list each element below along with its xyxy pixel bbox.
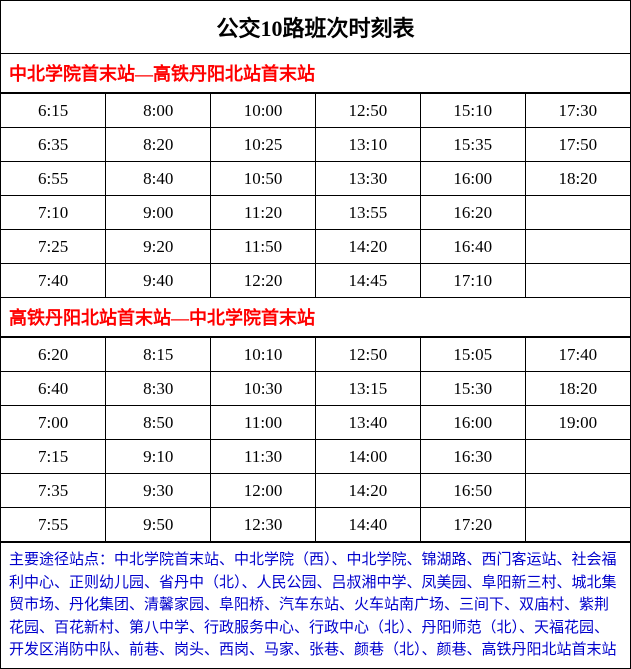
time-cell: 14:45: [315, 264, 420, 298]
direction-header-2: 高铁丹阳北站首末站—中北学院首末站: [1, 298, 630, 337]
table-row: 6:358:2010:2513:1015:3517:50: [1, 128, 630, 162]
time-cell: 17:30: [525, 94, 630, 128]
time-cell: 8:40: [106, 162, 211, 196]
time-cell: 12:00: [211, 474, 316, 508]
time-cell: 7:55: [1, 508, 106, 542]
page-title: 公交10路班次时刻表: [1, 1, 630, 54]
time-cell: 10:25: [211, 128, 316, 162]
time-cell: 16:20: [420, 196, 525, 230]
time-cell: 9:20: [106, 230, 211, 264]
time-cell: 6:55: [1, 162, 106, 196]
table-row: 6:408:3010:3013:1515:3018:20: [1, 372, 630, 406]
time-cell: 11:00: [211, 406, 316, 440]
time-cell: 14:40: [315, 508, 420, 542]
time-cell: 9:10: [106, 440, 211, 474]
timetable-2: 6:208:1510:1012:5015:0517:406:408:3010:3…: [1, 337, 630, 542]
time-cell: 16:40: [420, 230, 525, 264]
time-cell: 15:30: [420, 372, 525, 406]
timetable-1: 6:158:0010:0012:5015:1017:306:358:2010:2…: [1, 93, 630, 298]
table-row: 7:259:2011:5014:2016:40: [1, 230, 630, 264]
time-cell: 17:50: [525, 128, 630, 162]
table-row: 7:559:5012:3014:4017:20: [1, 508, 630, 542]
time-cell: 6:35: [1, 128, 106, 162]
time-cell: [525, 474, 630, 508]
time-cell: 14:20: [315, 474, 420, 508]
time-cell: [525, 196, 630, 230]
time-cell: 11:30: [211, 440, 316, 474]
time-cell: 9:40: [106, 264, 211, 298]
time-cell: 11:50: [211, 230, 316, 264]
table-row: 6:558:4010:5013:3016:0018:20: [1, 162, 630, 196]
time-cell: 15:10: [420, 94, 525, 128]
time-cell: [525, 508, 630, 542]
time-cell: [525, 230, 630, 264]
time-cell: 17:20: [420, 508, 525, 542]
time-cell: 10:10: [211, 338, 316, 372]
table-row: 7:109:0011:2013:5516:20: [1, 196, 630, 230]
time-cell: 13:55: [315, 196, 420, 230]
route-notes: 主要途径站点：中北学院首末站、中北学院（西）、中北学院、锦湖路、西门客运站、社会…: [1, 542, 630, 668]
time-cell: 10:50: [211, 162, 316, 196]
time-cell: 13:15: [315, 372, 420, 406]
time-cell: 8:00: [106, 94, 211, 128]
time-cell: 8:50: [106, 406, 211, 440]
time-cell: [525, 264, 630, 298]
time-cell: 10:30: [211, 372, 316, 406]
table-row: 6:158:0010:0012:5015:1017:30: [1, 94, 630, 128]
time-cell: 10:00: [211, 94, 316, 128]
time-cell: 7:25: [1, 230, 106, 264]
time-cell: 7:35: [1, 474, 106, 508]
time-cell: 16:00: [420, 406, 525, 440]
table-row: 7:159:1011:3014:0016:30: [1, 440, 630, 474]
time-cell: [525, 440, 630, 474]
time-cell: 7:00: [1, 406, 106, 440]
time-cell: 12:50: [315, 338, 420, 372]
table-row: 7:409:4012:2014:4517:10: [1, 264, 630, 298]
time-cell: 8:20: [106, 128, 211, 162]
time-cell: 9:30: [106, 474, 211, 508]
time-cell: 9:50: [106, 508, 211, 542]
time-cell: 18:20: [525, 162, 630, 196]
time-cell: 14:00: [315, 440, 420, 474]
time-cell: 13:10: [315, 128, 420, 162]
time-cell: 12:30: [211, 508, 316, 542]
direction-header-1: 中北学院首末站—高铁丹阳北站首末站: [1, 54, 630, 93]
time-cell: 9:00: [106, 196, 211, 230]
time-cell: 13:40: [315, 406, 420, 440]
time-cell: 19:00: [525, 406, 630, 440]
time-cell: 16:50: [420, 474, 525, 508]
time-cell: 8:15: [106, 338, 211, 372]
time-cell: 16:00: [420, 162, 525, 196]
time-cell: 15:05: [420, 338, 525, 372]
time-cell: 8:30: [106, 372, 211, 406]
time-cell: 6:15: [1, 94, 106, 128]
time-cell: 17:10: [420, 264, 525, 298]
table-row: 6:208:1510:1012:5015:0517:40: [1, 338, 630, 372]
time-cell: 7:15: [1, 440, 106, 474]
time-cell: 6:20: [1, 338, 106, 372]
time-cell: 12:20: [211, 264, 316, 298]
time-cell: 17:40: [525, 338, 630, 372]
table-row: 7:008:5011:0013:4016:0019:00: [1, 406, 630, 440]
time-cell: 18:20: [525, 372, 630, 406]
time-cell: 12:50: [315, 94, 420, 128]
time-cell: 14:20: [315, 230, 420, 264]
time-cell: 16:30: [420, 440, 525, 474]
time-cell: 13:30: [315, 162, 420, 196]
time-cell: 11:20: [211, 196, 316, 230]
time-cell: 7:40: [1, 264, 106, 298]
time-cell: 6:40: [1, 372, 106, 406]
timetable-container: 公交10路班次时刻表 中北学院首末站—高铁丹阳北站首末站 6:158:0010:…: [0, 0, 631, 669]
time-cell: 7:10: [1, 196, 106, 230]
time-cell: 15:35: [420, 128, 525, 162]
table-row: 7:359:3012:0014:2016:50: [1, 474, 630, 508]
